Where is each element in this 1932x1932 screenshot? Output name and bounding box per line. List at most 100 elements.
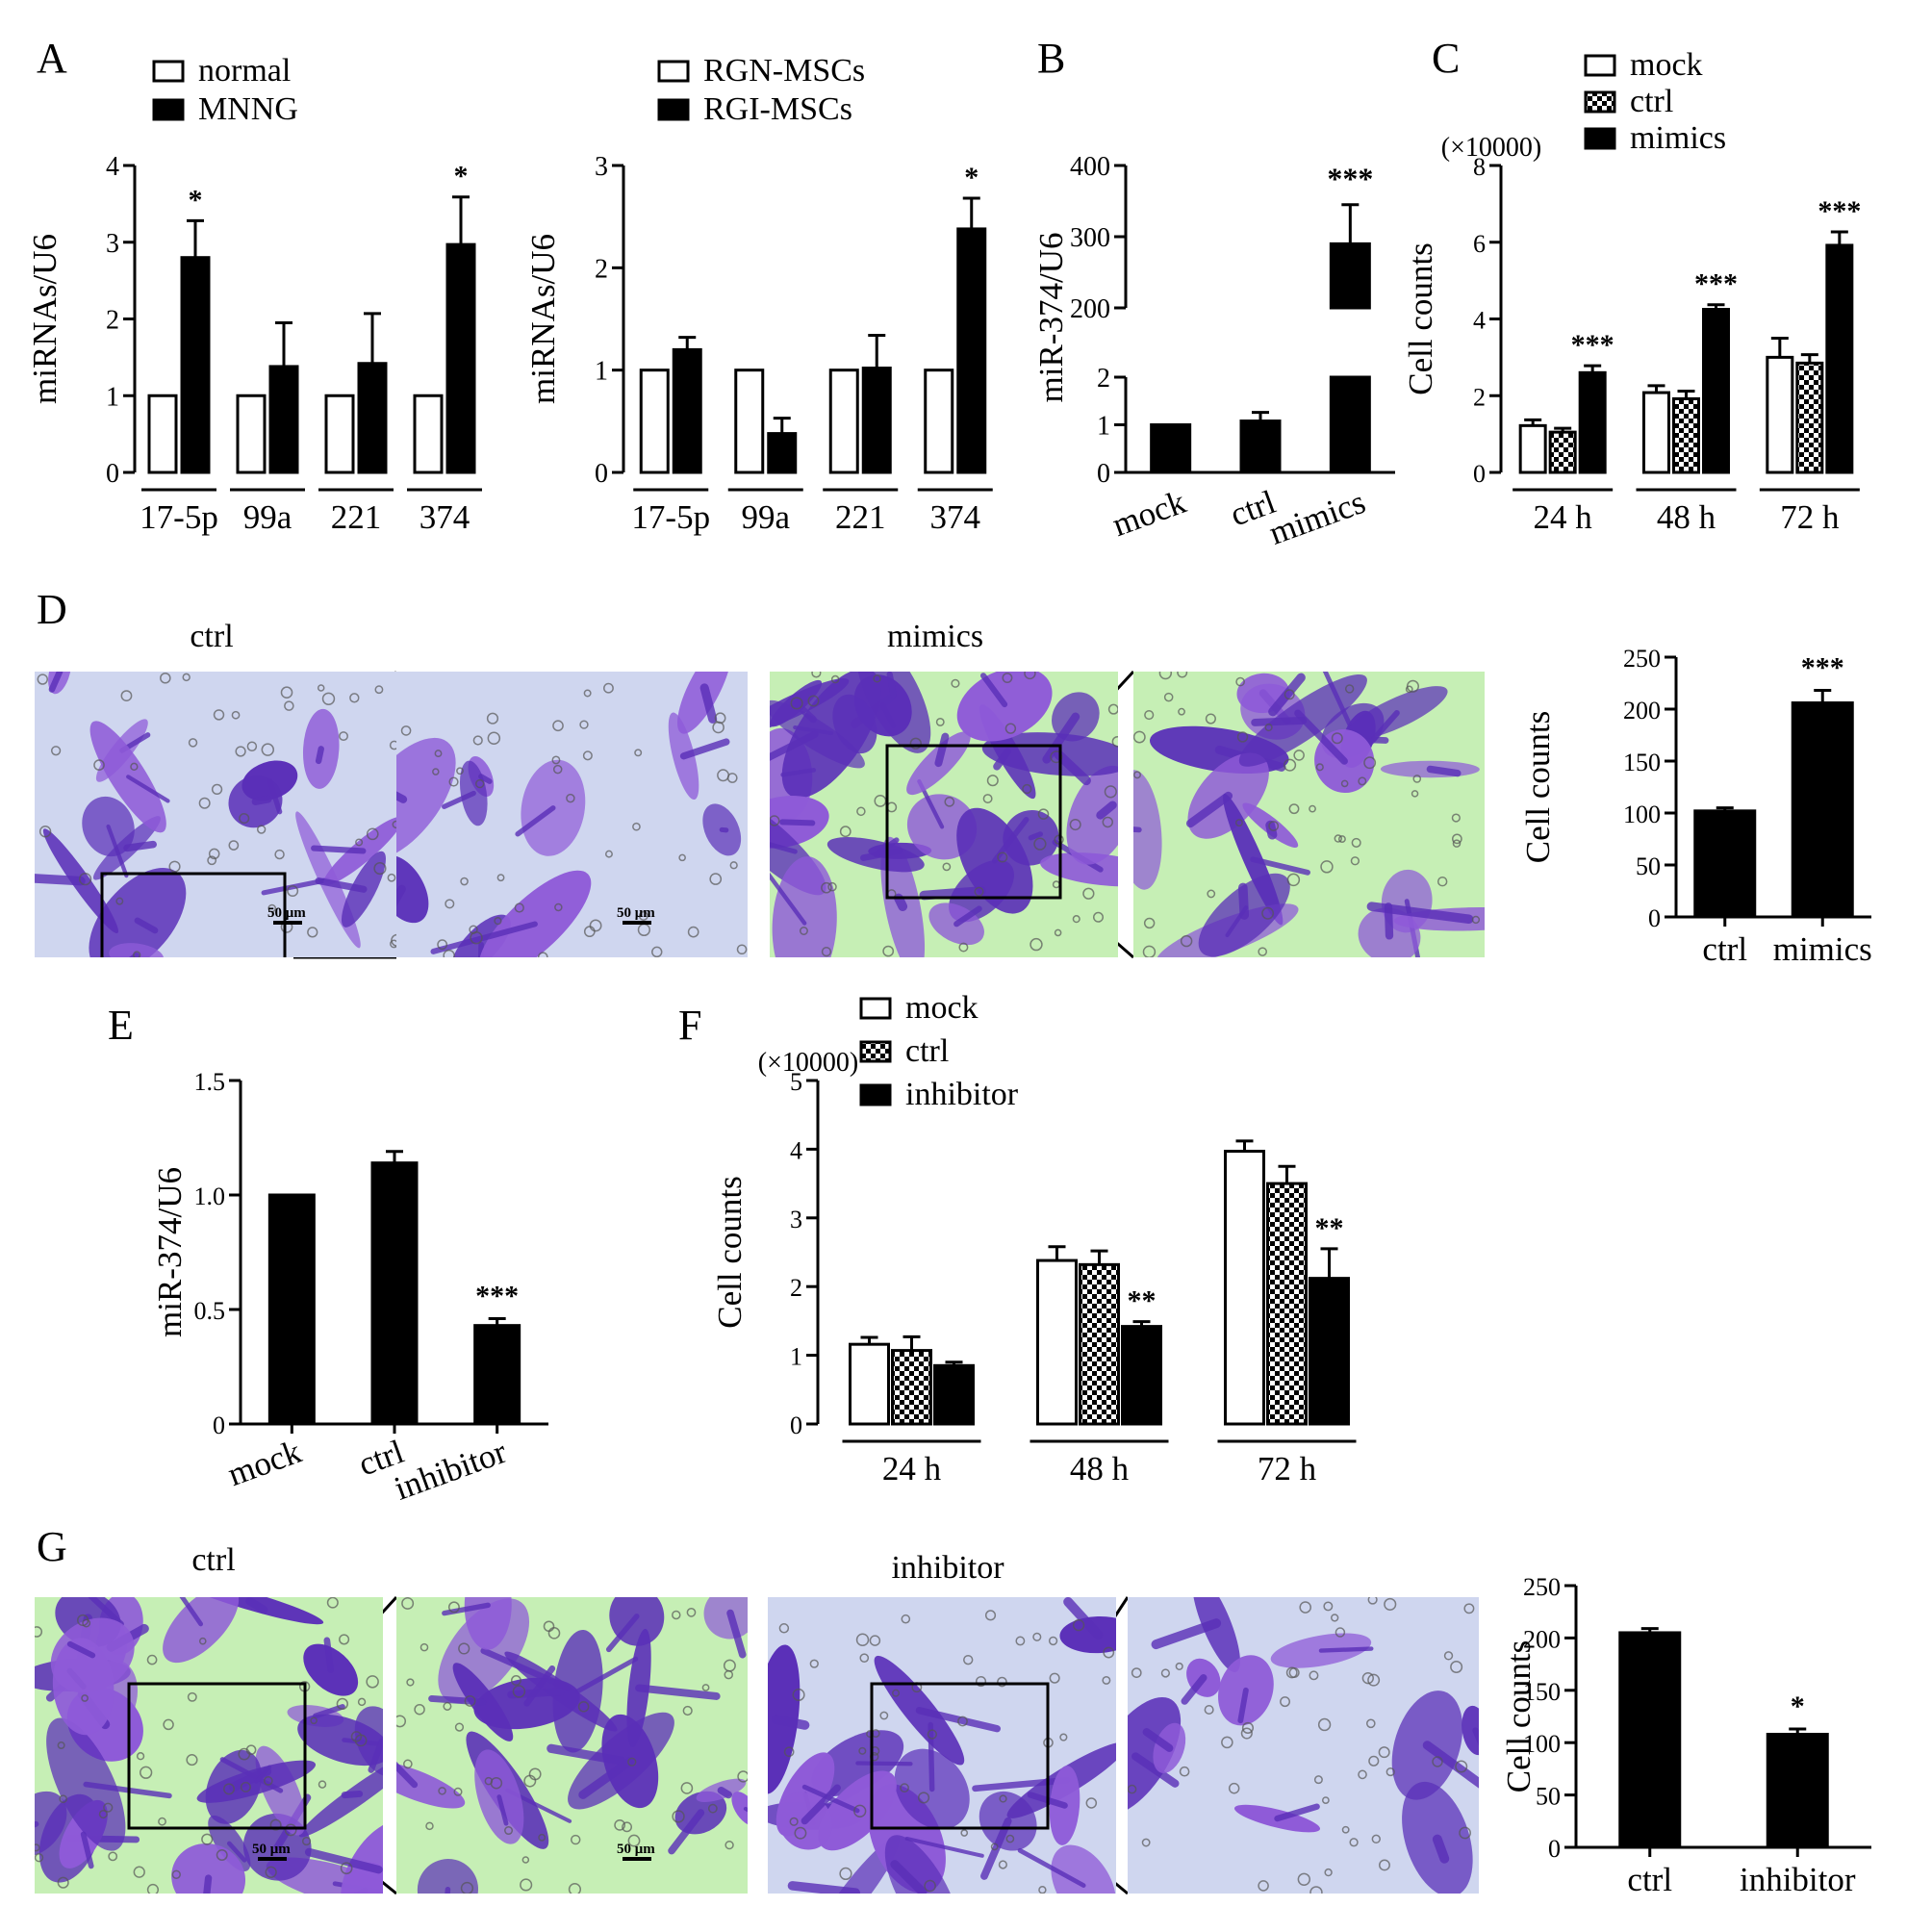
- y-tick-label: 200: [1623, 697, 1661, 724]
- cell-process: [1318, 1646, 1374, 1653]
- membrane-pore: [882, 945, 895, 957]
- membrane-pore: [605, 850, 613, 858]
- cell-process: [1370, 709, 1400, 742]
- panel-letter-b: B: [1037, 35, 1065, 82]
- cell-process: [507, 1688, 566, 1699]
- membrane-pore: [263, 1776, 273, 1786]
- cell-process: [699, 683, 718, 724]
- membrane-pore: [957, 1716, 968, 1727]
- membrane-pore: [632, 822, 641, 831]
- significance-marker: *: [454, 161, 469, 192]
- membrane-pore: [1261, 906, 1275, 920]
- x-tick-label: 221: [835, 498, 886, 536]
- membrane-pore: [458, 1642, 470, 1655]
- membrane-pore: [990, 1843, 999, 1851]
- membrane-pore: [76, 1614, 89, 1627]
- cell-process: [106, 824, 129, 878]
- y-axis-label: Cell counts: [1402, 242, 1439, 394]
- membrane-pore: [402, 1759, 413, 1769]
- membrane-pore: [568, 1883, 582, 1894]
- bar: [734, 369, 765, 474]
- membrane-pore: [547, 1627, 561, 1640]
- membrane-pore: [1455, 1760, 1468, 1773]
- membrane-pore: [1048, 1636, 1058, 1646]
- membrane-pore: [510, 1675, 521, 1686]
- membrane-pore: [577, 1700, 590, 1713]
- membrane-pore: [1033, 837, 1047, 851]
- scale-bar-label: 50 μm: [617, 905, 655, 921]
- membrane-pore: [443, 1701, 452, 1711]
- cell-process: [934, 732, 950, 768]
- membrane-pore: [1436, 876, 1448, 887]
- membrane-pore: [1334, 834, 1343, 843]
- y-axis-label: miR-374/U6: [151, 1167, 189, 1337]
- y-tick-label: 300: [1070, 223, 1110, 253]
- cell-process: [1251, 716, 1308, 726]
- membrane-pore: [486, 712, 499, 724]
- membrane-pore: [1344, 684, 1355, 694]
- significance-marker: ***: [1694, 268, 1738, 300]
- x-tick-label: 99a: [243, 498, 292, 536]
- legend-swatch: [859, 997, 892, 1020]
- membrane-pore: [789, 1817, 799, 1826]
- legend-entry: ctrl: [905, 1033, 949, 1069]
- membrane-pore: [168, 860, 181, 873]
- y-tick-label: 0: [1473, 460, 1486, 488]
- panel-letter-f: F: [678, 1002, 701, 1049]
- membrane-pore: [723, 1659, 736, 1672]
- cell-process: [953, 905, 982, 928]
- membrane-pore: [447, 1601, 460, 1614]
- membrane-pore: [1335, 1627, 1346, 1638]
- bar: [1239, 419, 1282, 474]
- membrane-pore: [140, 1766, 153, 1779]
- panel-letters: A B C D E F G: [37, 35, 1460, 1570]
- membrane-pore: [59, 1794, 68, 1804]
- membrane-pore: [1032, 1632, 1042, 1641]
- membrane-pore: [1072, 1618, 1085, 1632]
- membrane-pore: [133, 1866, 145, 1878]
- membrane-pore: [783, 1746, 795, 1758]
- membrane-pore: [115, 897, 124, 905]
- cell-process: [770, 872, 807, 926]
- bar: [1329, 375, 1371, 474]
- membrane-pore: [432, 768, 440, 775]
- zoom-box: [100, 872, 287, 957]
- membrane-pore: [1133, 771, 1141, 779]
- y-tick-label: 0: [213, 1411, 225, 1439]
- cell-process: [668, 1809, 705, 1855]
- y-axis-label: miR-374/U6: [1032, 233, 1070, 403]
- bar: [1766, 1732, 1829, 1849]
- membrane-pore: [310, 1716, 318, 1725]
- y-axis-label: miRNAs/U6: [26, 234, 64, 404]
- y-tick-label: 4: [790, 1136, 802, 1164]
- membrane-pore: [1158, 672, 1173, 680]
- cell-process: [311, 845, 367, 854]
- cell-process: [890, 1860, 928, 1894]
- membrane-pore: [321, 692, 336, 705]
- membrane-pore: [146, 1654, 158, 1665]
- cell-process: [679, 738, 730, 760]
- membrane-pore: [997, 1676, 1007, 1688]
- cell-process: [928, 1721, 935, 1792]
- membrane-pore: [187, 1691, 197, 1702]
- membrane-pore: [487, 731, 501, 746]
- significance-marker: ***: [1327, 162, 1373, 196]
- significance-marker: *: [1791, 1690, 1805, 1722]
- zoom-box: [127, 1682, 307, 1830]
- y-tick-label: 2: [790, 1274, 802, 1302]
- membrane-pore: [552, 764, 563, 775]
- membrane-pore: [651, 946, 663, 957]
- cell-process: [430, 921, 538, 954]
- membrane-pore: [35, 1626, 43, 1638]
- cell-process: [743, 1806, 748, 1813]
- cell-process: [779, 819, 816, 826]
- cell-process: [1268, 673, 1306, 717]
- cell-process: [254, 1765, 272, 1784]
- membrane-pore: [158, 1817, 166, 1826]
- y-tick-label: 0: [1097, 459, 1110, 489]
- cell-process: [1366, 902, 1474, 925]
- membrane-pore: [256, 825, 267, 834]
- bar: [1121, 1325, 1162, 1426]
- membrane-pore: [438, 1787, 446, 1795]
